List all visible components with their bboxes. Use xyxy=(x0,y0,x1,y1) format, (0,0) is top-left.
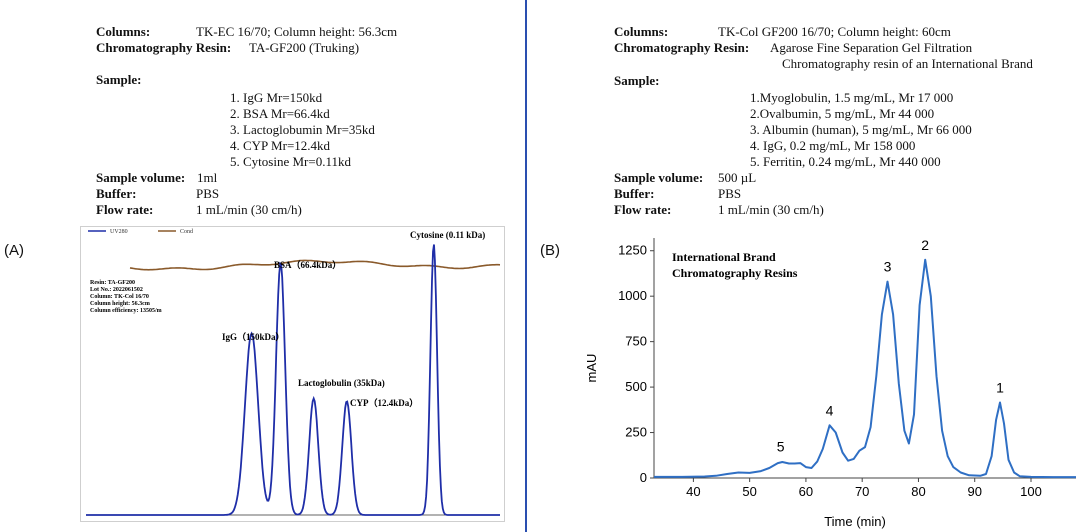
columns-label: Columns: xyxy=(614,24,669,39)
peak-label-cyp: CYP（12.4kDa） xyxy=(350,398,418,408)
chart-title-line-1: International Brand xyxy=(672,250,776,264)
resin-value-line-2: Chromatography resin of an International… xyxy=(782,56,1033,71)
x-axis-label: Time (min) xyxy=(824,514,886,529)
x-tick-label: 50 xyxy=(742,484,756,499)
peak-label-igg: IgG（150kDa） xyxy=(222,332,285,342)
y-tick-label: 0 xyxy=(640,470,647,485)
sample-item: 3. Albumin (human), 5 mg/mL, Mr 66 000 xyxy=(750,122,972,137)
flow-rate-label: Flow rate: xyxy=(96,202,154,217)
panel-divider xyxy=(525,0,527,532)
chart-a: UV280 Cond Resin: TA-GF200 Lot No.: 2022… xyxy=(80,226,505,522)
legend-cond-label: Cond xyxy=(180,229,193,235)
buffer-label: Buffer: xyxy=(614,186,655,201)
flow-rate-label: Flow rate: xyxy=(614,202,672,217)
y-tick-label: 750 xyxy=(625,334,647,349)
x-tick-label: 40 xyxy=(686,484,700,499)
sample-volume-label: Sample volume: xyxy=(96,170,186,185)
peak-label-lactoglobulin: Lactoglobulin (35kDa) xyxy=(298,378,385,388)
y-tick-label: 1250 xyxy=(618,243,647,258)
x-tick-label: 90 xyxy=(967,484,981,499)
sample-label: Sample: xyxy=(96,72,142,87)
panel-b-label: (B) xyxy=(540,242,560,259)
resin-label: Chromatography Resin: xyxy=(96,40,232,55)
y-tick-label: 500 xyxy=(625,379,647,394)
peak-number-label: 1 xyxy=(996,380,1004,396)
y-tick-label: 250 xyxy=(625,425,647,440)
chart-title-line-2: Chromatography Resins xyxy=(672,266,798,280)
sample-item: 5. Ferritin, 0.24 mg/mL, Mr 440 000 xyxy=(750,154,941,169)
resin-label: Chromatography Resin: xyxy=(614,40,750,55)
chromatogram-trace xyxy=(654,258,1076,479)
resin-box-line: Resin: TA-GF200 xyxy=(90,280,135,286)
x-tick-label: 60 xyxy=(799,484,813,499)
flow-rate-value: 1 mL/min (30 cm/h) xyxy=(718,202,824,217)
peak-number-label: 4 xyxy=(826,402,834,418)
panel-a-label: (A) xyxy=(4,242,24,259)
legend-uv-label: UV280 xyxy=(110,229,128,235)
y-axis-label: mAU xyxy=(584,354,599,383)
peak-label-bsa: BSA（66.4kDa） xyxy=(274,260,341,270)
sample-item: 1. IgG Mr=150kd xyxy=(230,90,323,105)
columns-value: TK-Col GF200 16/70; Column height: 60cm xyxy=(718,24,951,39)
columns-label: Columns: xyxy=(96,24,151,39)
x-tick-label: 100 xyxy=(1020,484,1042,499)
chart-a-frame xyxy=(80,226,505,522)
resin-box-line: Column efficiency: 13505/m xyxy=(90,308,162,314)
columns-value: TK-EC 16/70; Column height: 56.3cm xyxy=(196,24,398,39)
buffer-label: Buffer: xyxy=(96,186,137,201)
sample-volume-label: Sample volume: xyxy=(614,170,704,185)
x-tick-label: 80 xyxy=(911,484,925,499)
sample-volume-value: 500 µL xyxy=(718,170,757,185)
peak-number-label: 2 xyxy=(921,237,929,253)
resin-box-line: Column: TK-Col 16/70 xyxy=(90,294,149,300)
sample-item: 4. IgG, 0.2 mg/mL, Mr 158 000 xyxy=(750,138,916,153)
buffer-value: PBS xyxy=(718,186,742,201)
resin-box-line: Lot No.: 2022061502 xyxy=(90,287,143,293)
peak-label-cytosine: Cytosine (0.11 kDa) xyxy=(410,230,485,240)
sample-volume-value: 1ml xyxy=(197,170,218,185)
peak-number-label: 3 xyxy=(884,259,892,275)
resin-box-line: Column height: 56.3cm xyxy=(90,301,150,307)
y-tick-label: 1000 xyxy=(618,288,647,303)
buffer-value: PBS xyxy=(196,186,220,201)
chart-b-peak-labels: 5 4 3 2 1 xyxy=(777,237,1004,455)
resin-value-line-1: Agarose Fine Separation Gel Filtration xyxy=(770,40,973,55)
sample-item: 3. Lactoglobumin Mr=35kd xyxy=(230,122,375,137)
sample-item: 1.Myoglobulin, 1.5 mg/mL, Mr 17 000 xyxy=(750,90,954,105)
sample-item: 5. Cytosine Mr=0.11kd xyxy=(230,154,351,169)
cond-trace xyxy=(129,259,501,271)
sample-item: 2. BSA Mr=66.4kd xyxy=(230,106,330,121)
uv280-trace xyxy=(86,244,500,516)
flow-rate-value: 1 mL/min (30 cm/h) xyxy=(196,202,302,217)
resin-value: TA-GF200 (Truking) xyxy=(249,40,360,55)
sample-label: Sample: xyxy=(614,73,660,88)
peak-number-label: 5 xyxy=(777,439,785,455)
x-tick-label: 70 xyxy=(855,484,869,499)
sample-item: 2.Ovalbumin, 5 mg/mL, Mr 44 000 xyxy=(750,106,935,121)
sample-item: 4. CYP Mr=12.4kd xyxy=(230,138,331,153)
